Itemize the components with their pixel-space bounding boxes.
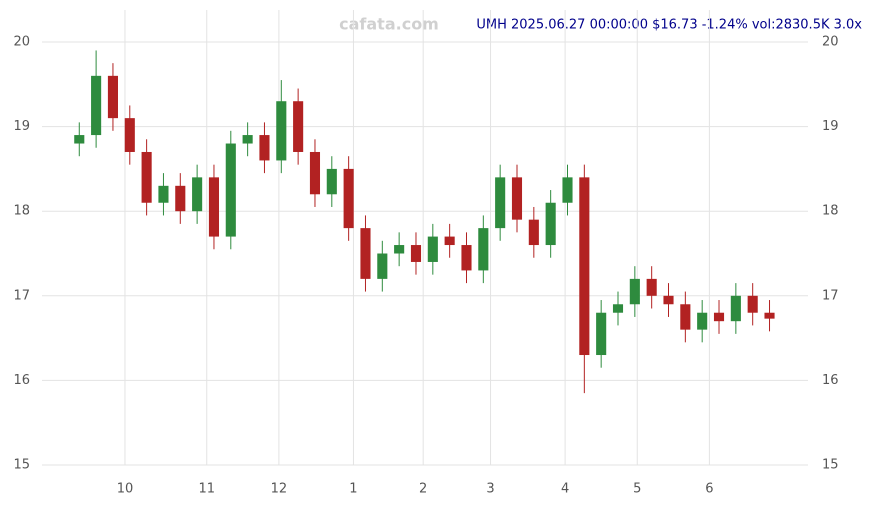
x-tick-label: 5 (633, 482, 641, 497)
candle-body (326, 168, 337, 195)
y-tick-label: 16 (13, 373, 30, 388)
y-tick-label-right: 20 (822, 35, 839, 50)
chart-title: UMH 2025.06.27 00:00:00 $16.73 -1.24% vo… (476, 18, 862, 33)
y-tick-label-right: 19 (822, 119, 839, 134)
candle-body (175, 185, 186, 212)
y-tick-label-right: 16 (822, 373, 839, 388)
candle-body (410, 245, 422, 262)
candle-body (629, 278, 640, 305)
candle-body (713, 312, 725, 322)
candle-body (91, 75, 102, 136)
y-tick-label: 20 (13, 35, 30, 50)
x-tick-label: 10 (117, 482, 134, 497)
candle-body (646, 278, 657, 296)
y-tick-label: 19 (13, 119, 30, 134)
candle-body (343, 168, 354, 229)
candle-body (495, 177, 506, 229)
x-tick-label: 4 (561, 482, 569, 497)
candle-body (427, 236, 438, 262)
y-tick-label-right: 17 (822, 288, 839, 303)
candle-body (747, 295, 758, 313)
y-tick-label: 17 (13, 288, 30, 303)
candle-body (562, 177, 573, 203)
candle-body (242, 135, 253, 144)
y-tick-label: 15 (13, 458, 30, 473)
candle-body (697, 312, 708, 330)
candle-body (360, 228, 371, 279)
candle-body (309, 151, 321, 195)
candle-body (663, 295, 674, 305)
candle-body (208, 177, 220, 237)
candle-body (74, 135, 85, 144)
candle-body (528, 219, 539, 246)
candle-body (444, 236, 455, 246)
watermark: cafata.com (339, 15, 439, 34)
candle-body (141, 151, 152, 203)
candle-body (377, 253, 388, 279)
candle-body (394, 245, 405, 254)
x-tick-label: 11 (198, 482, 215, 497)
y-tick-label-right: 15 (822, 458, 839, 473)
x-tick-label: 12 (271, 482, 288, 497)
candle-body (461, 245, 472, 271)
candle-body (596, 312, 607, 356)
candle-body (158, 185, 169, 203)
candle-body (545, 202, 556, 246)
x-tick-label: 3 (486, 482, 494, 497)
candle-body (107, 75, 118, 119)
candle-body (192, 177, 203, 212)
candle-body (276, 101, 287, 161)
x-tick-label: 1 (349, 482, 357, 497)
candle-body (764, 312, 775, 319)
candle-body (579, 177, 590, 356)
x-tick-label: 2 (419, 482, 427, 497)
x-tick-label: 6 (705, 482, 713, 497)
candle-body (612, 304, 624, 313)
candle-body (511, 177, 523, 220)
candle-body (259, 135, 270, 161)
candle-body (730, 295, 741, 322)
candle-body (478, 228, 489, 271)
y-tick-label-right: 18 (822, 204, 839, 219)
candle-body (124, 118, 135, 152)
y-tick-label: 18 (13, 204, 30, 219)
candle-body (293, 101, 304, 152)
candle-body (680, 304, 691, 330)
candle-body (225, 143, 236, 237)
